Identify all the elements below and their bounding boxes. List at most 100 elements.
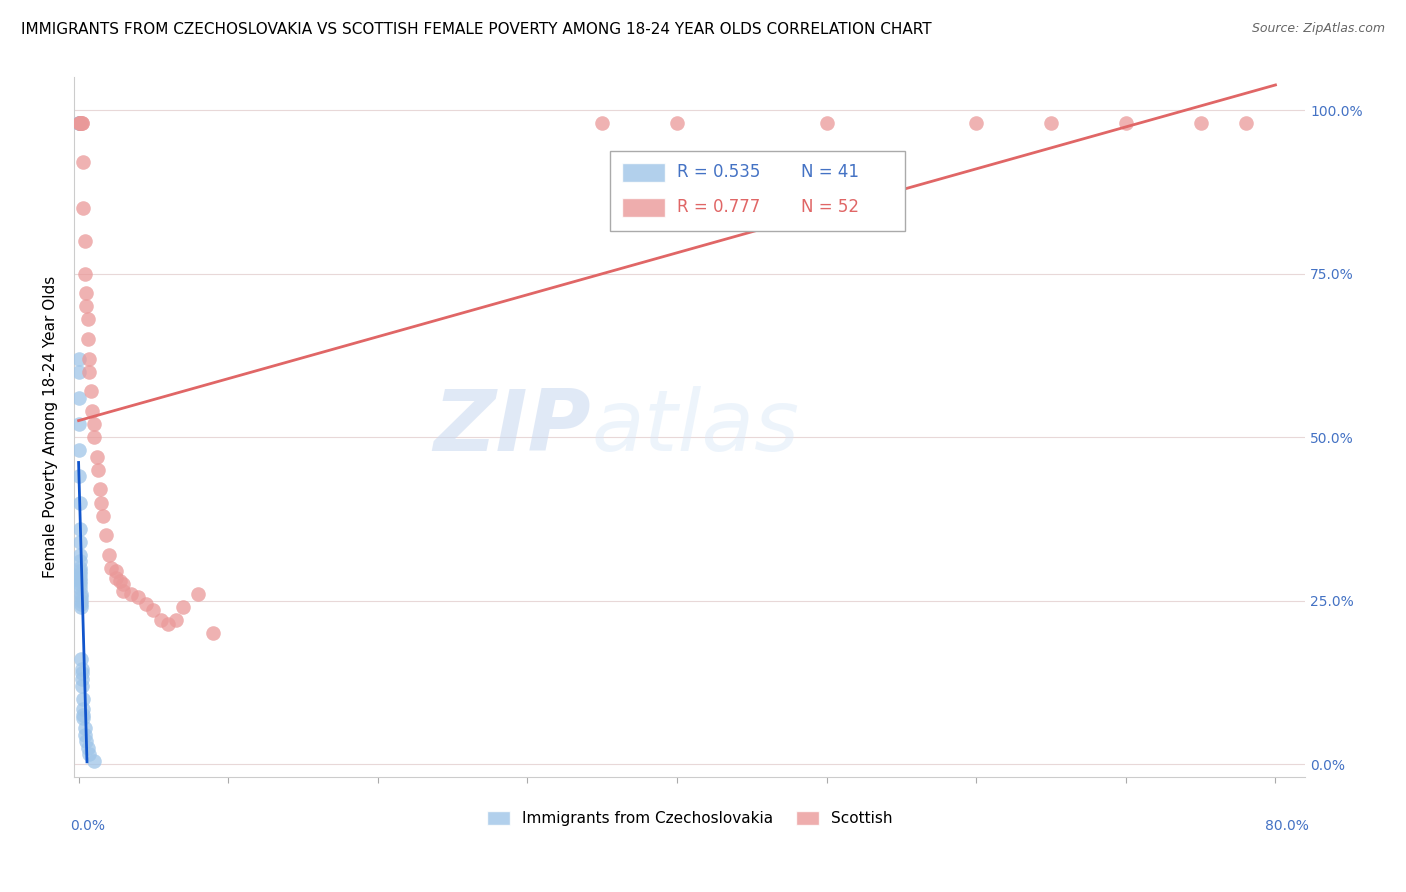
Point [72, 201, 94, 215]
Point [187, 587, 209, 601]
Text: 0.0%: 0.0% [70, 819, 105, 833]
Point [69, 554, 91, 568]
Point [69, 522, 91, 536]
Point [67, 116, 90, 130]
Point [70, 600, 93, 615]
Point [75, 299, 97, 313]
Point [202, 626, 225, 640]
Point [73, 234, 96, 248]
Point [815, 116, 838, 130]
Point [104, 571, 127, 585]
Point [965, 116, 987, 130]
Point [70, 116, 93, 130]
Point [69, 567, 91, 582]
Point [72, 711, 94, 725]
Text: ZIP: ZIP [433, 386, 592, 469]
Point [83, 417, 105, 431]
Point [97, 548, 120, 562]
Point [73, 728, 96, 742]
Point [69, 534, 91, 549]
Point [89, 483, 111, 497]
Point [75, 286, 97, 301]
Point [69, 548, 91, 562]
Text: N = 52: N = 52 [800, 198, 859, 216]
Text: R = 0.535: R = 0.535 [678, 163, 761, 181]
Point [666, 116, 689, 130]
Point [149, 613, 172, 627]
Point [135, 597, 157, 611]
Point [172, 600, 194, 615]
Point [72, 691, 94, 706]
Text: Source: ZipAtlas.com: Source: ZipAtlas.com [1251, 22, 1385, 36]
Point [112, 577, 135, 591]
Point [120, 587, 142, 601]
FancyBboxPatch shape [610, 151, 905, 231]
Point [69, 116, 91, 130]
Text: N = 41: N = 41 [800, 163, 859, 181]
Point [69, 116, 91, 130]
Y-axis label: Female Poverty Among 18-24 Year Olds: Female Poverty Among 18-24 Year Olds [44, 277, 58, 578]
Point [69, 571, 91, 585]
Point [77, 747, 100, 762]
Text: R = 0.777: R = 0.777 [678, 198, 761, 216]
Point [104, 564, 127, 578]
Point [67, 417, 90, 431]
Point [70, 652, 93, 666]
Point [591, 116, 613, 130]
Text: IMMIGRANTS FROM CZECHOSLOVAKIA VS SCOTTISH FEMALE POVERTY AMONG 18-24 YEAR OLDS : IMMIGRANTS FROM CZECHOSLOVAKIA VS SCOTTI… [21, 22, 932, 37]
Point [87, 463, 110, 477]
Point [69, 495, 91, 509]
Point [69, 116, 91, 130]
Point [142, 603, 165, 617]
Point [70, 662, 93, 676]
Point [157, 616, 180, 631]
Point [69, 587, 91, 601]
Point [69, 564, 91, 578]
FancyBboxPatch shape [621, 198, 665, 218]
Point [1234, 116, 1257, 130]
Point [91, 508, 114, 523]
Point [80, 404, 103, 418]
Point [72, 701, 94, 715]
Point [69, 591, 91, 605]
Point [67, 116, 90, 130]
Point [1115, 116, 1137, 130]
Point [75, 734, 97, 748]
Point [77, 351, 100, 366]
FancyBboxPatch shape [621, 163, 665, 182]
Point [73, 721, 96, 735]
Point [72, 679, 94, 693]
Point [69, 469, 91, 483]
Point [165, 613, 187, 627]
Point [67, 351, 90, 366]
Point [70, 672, 93, 686]
Point [70, 665, 93, 680]
Point [67, 391, 90, 405]
Point [110, 574, 132, 588]
Point [69, 574, 91, 588]
Point [86, 450, 108, 464]
Point [69, 577, 91, 591]
Point [127, 591, 149, 605]
Point [69, 116, 91, 130]
Point [70, 116, 93, 130]
Point [100, 561, 122, 575]
Point [94, 528, 117, 542]
Point [112, 583, 135, 598]
Point [69, 593, 91, 607]
Point [73, 267, 96, 281]
Point [90, 495, 112, 509]
Point [1040, 116, 1063, 130]
Point [76, 312, 98, 326]
Point [83, 430, 105, 444]
Point [79, 384, 101, 399]
Point [77, 365, 100, 379]
Point [69, 561, 91, 575]
Point [1189, 116, 1212, 130]
Point [69, 597, 91, 611]
Point [67, 116, 90, 130]
Point [83, 754, 105, 768]
Text: 80.0%: 80.0% [1265, 819, 1309, 833]
Point [76, 332, 98, 346]
Point [67, 365, 90, 379]
